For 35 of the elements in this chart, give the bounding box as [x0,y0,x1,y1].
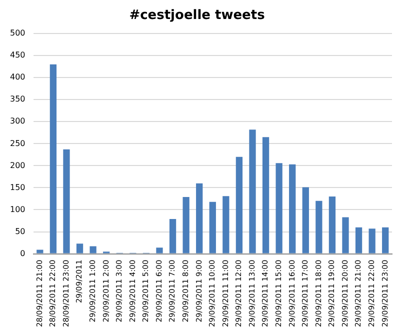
bar [355,227,362,254]
bar [342,217,349,254]
y-tick-label: 500 [10,28,26,38]
y-tick-label: 400 [10,72,26,82]
y-tick-label: 0 [20,248,26,258]
bar [289,164,296,254]
y-tick-label: 200 [10,160,26,170]
bar [222,196,230,254]
bar [262,137,270,254]
y-tick-label: 100 [10,204,26,214]
y-tick-label: 250 [10,138,26,148]
y-tick-label: 350 [10,94,26,104]
bar [63,149,70,254]
bar [209,202,216,254]
bar [368,228,376,254]
bar [156,248,163,254]
bar [50,64,57,254]
bar [328,196,336,254]
y-tick-label: 450 [10,50,26,60]
bar [236,156,243,254]
bar [196,183,203,254]
bar [90,246,96,254]
bar [276,163,282,254]
y-tick-label: 300 [10,116,26,126]
bar [169,218,176,254]
y-tick-label: 150 [10,182,26,192]
bar [182,196,190,254]
bar [316,200,322,254]
bar [249,130,256,254]
y-tick-label: 50 [15,226,26,236]
bar [76,244,84,254]
bar [302,187,309,254]
chart-title: #cestjoelle tweets [129,8,266,24]
bar [36,250,44,254]
bar [382,227,389,254]
